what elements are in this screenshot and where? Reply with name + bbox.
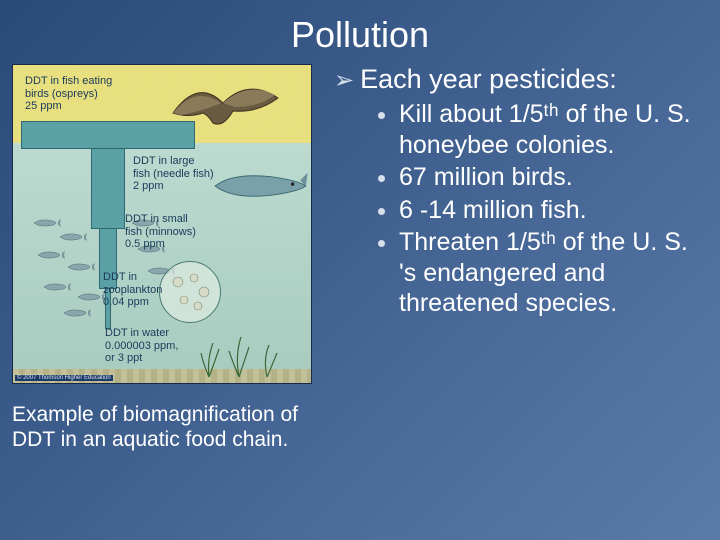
bullet-list: Kill about 1/5ᵗʰ of the U. S. honeybee c… bbox=[334, 99, 708, 319]
diagram-caption: Example of biomagnification of DDT in an… bbox=[12, 402, 322, 452]
minnow-icon bbox=[33, 215, 61, 225]
minnow-icon bbox=[43, 279, 71, 289]
minnow-icon bbox=[37, 247, 65, 257]
right-column: ➢ Each year pesticides: Kill about 1/5ᵗʰ… bbox=[330, 64, 708, 452]
bullet-heading: ➢ Each year pesticides: bbox=[334, 64, 708, 95]
minnow-icon bbox=[67, 259, 95, 269]
diagram-label-zooplankton: DDT inzooplankton0.04 ppm bbox=[103, 271, 183, 309]
dot-bullet-icon bbox=[378, 112, 385, 119]
bullet-text: Kill about 1/5ᵗʰ of the U. S. honeybee c… bbox=[399, 99, 708, 160]
heading-text: Each year pesticides: bbox=[360, 64, 617, 95]
list-item: 6 -14 million fish. bbox=[378, 195, 708, 226]
left-column: DDT in fish eatingbirds (ospreys)25 ppm … bbox=[12, 64, 322, 452]
minnow-icon bbox=[63, 305, 91, 315]
tbar-stem-1 bbox=[91, 149, 125, 229]
diagram-label-needlefish: DDT in largefish (needle fish)2 ppm bbox=[133, 155, 233, 193]
bullet-text: Threaten 1/5ᵗʰ of the U. S. 's endangere… bbox=[399, 227, 708, 319]
list-item: 67 million birds. bbox=[378, 162, 708, 193]
dot-bullet-icon bbox=[378, 208, 385, 215]
bullet-text: 67 million birds. bbox=[399, 162, 573, 193]
dot-bullet-icon bbox=[378, 240, 385, 247]
osprey-icon bbox=[163, 73, 283, 143]
arrow-bullet-icon: ➢ bbox=[334, 67, 354, 95]
diagram-label-water: DDT in water0.000003 ppm,or 3 ppt bbox=[105, 327, 205, 365]
diagram-copyright: © 2007 Thomson Higher Education bbox=[15, 375, 113, 381]
diagram-label-minnows: DDT in smallfish (minnows)0.5 ppm bbox=[125, 213, 225, 251]
minnow-icon bbox=[59, 229, 87, 239]
slide-title: Pollution bbox=[0, 0, 720, 64]
biomagnification-diagram: DDT in fish eatingbirds (ospreys)25 ppm … bbox=[12, 64, 312, 384]
list-item: Threaten 1/5ᵗʰ of the U. S. 's endangere… bbox=[378, 227, 708, 319]
bullet-text: 6 -14 million fish. bbox=[399, 195, 587, 226]
dot-bullet-icon bbox=[378, 175, 385, 182]
list-item: Kill about 1/5ᵗʰ of the U. S. honeybee c… bbox=[378, 99, 708, 160]
minnow-icon bbox=[77, 289, 105, 299]
diagram-label-ospreys: DDT in fish eatingbirds (ospreys)25 ppm bbox=[25, 75, 135, 113]
content-area: DDT in fish eatingbirds (ospreys)25 ppm … bbox=[0, 64, 720, 452]
